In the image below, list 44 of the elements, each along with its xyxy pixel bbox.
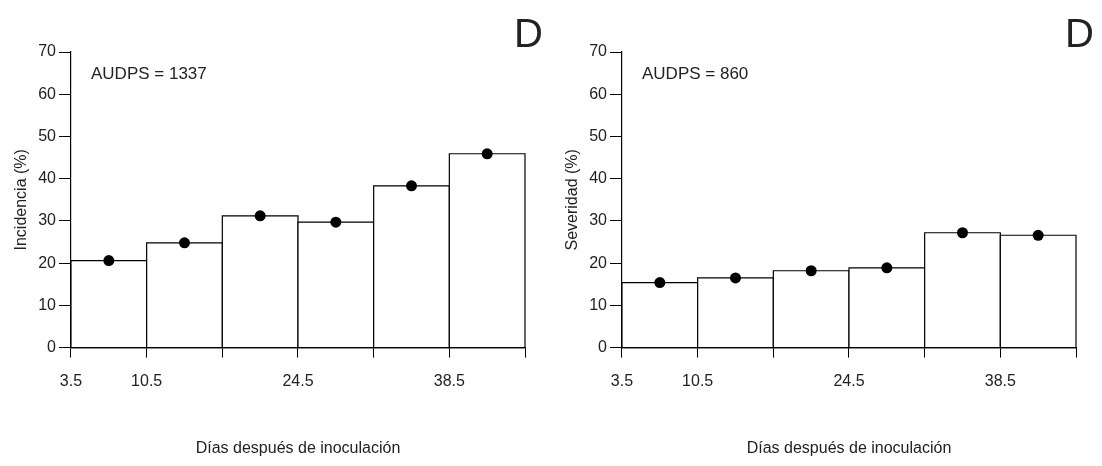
point <box>805 265 817 277</box>
y-axis-title: Incidencia (%) <box>12 149 30 251</box>
y-tick-label: 40 <box>38 169 57 187</box>
annotation: AUDPS = 860 <box>642 63 749 83</box>
point <box>881 262 893 274</box>
point <box>330 216 342 228</box>
annotation: D <box>1065 11 1094 56</box>
point <box>730 272 741 284</box>
y-tick-label: 30 <box>38 211 57 229</box>
point <box>406 180 417 192</box>
point <box>654 277 666 289</box>
y-axis-title: Severidad (%) <box>563 149 581 251</box>
point <box>957 227 968 239</box>
x-axis-title: Días después de inoculación <box>195 438 401 456</box>
point <box>1032 229 1044 241</box>
x-tick-label: 24.5 <box>282 371 314 389</box>
point <box>254 210 266 222</box>
y-tick-label: 50 <box>589 126 608 144</box>
x-tick-label: 3.5 <box>59 371 83 389</box>
point <box>481 148 493 160</box>
x-tick-label: 38.5 <box>984 371 1016 389</box>
y-tick-label: 70 <box>38 42 57 60</box>
y-tick-label: 60 <box>38 84 57 102</box>
x-tick-label: 10.5 <box>682 371 714 389</box>
annotation: D <box>514 11 543 56</box>
y-tick-label: 10 <box>38 295 57 313</box>
y-tick-label: 30 <box>589 211 608 229</box>
y-tick-label: 60 <box>589 84 608 102</box>
y-tick-label: 70 <box>589 42 608 60</box>
x-tick-label: 24.5 <box>833 371 865 389</box>
point <box>179 237 190 249</box>
x-tick-label: 38.5 <box>433 371 465 389</box>
y-tick-label: 0 <box>598 338 608 356</box>
y-tick-label: 20 <box>38 253 57 271</box>
x-tick-label: 3.5 <box>610 371 634 389</box>
y-tick-label: 40 <box>589 169 608 187</box>
y-tick-label: 20 <box>589 253 608 271</box>
annotation: AUDPS = 1337 <box>91 63 207 83</box>
y-tick-label: 50 <box>38 126 57 144</box>
y-tick-label: 0 <box>47 338 57 356</box>
point <box>103 255 115 267</box>
x-tick-label: 10.5 <box>131 371 163 389</box>
y-tick-label: 10 <box>589 295 608 313</box>
x-axis-title: Días después de inoculación <box>746 438 952 456</box>
